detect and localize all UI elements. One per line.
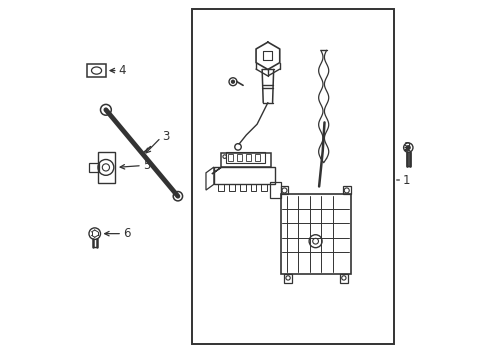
- Bar: [342, 186, 350, 194]
- Bar: [280, 186, 288, 194]
- Bar: [280, 194, 350, 274]
- Circle shape: [231, 80, 234, 83]
- Text: 2: 2: [402, 141, 409, 154]
- Bar: [236, 154, 242, 161]
- Bar: [250, 184, 256, 191]
- Text: 1: 1: [402, 174, 409, 186]
- Bar: [192, 9, 393, 344]
- Bar: [254, 154, 260, 161]
- Text: 3: 3: [162, 130, 169, 143]
- Bar: [213, 167, 275, 184]
- Text: 4: 4: [118, 64, 126, 77]
- Circle shape: [406, 146, 409, 149]
- Bar: [227, 154, 233, 161]
- Text: 5: 5: [142, 159, 150, 172]
- Bar: [225, 152, 264, 163]
- Bar: [221, 153, 271, 167]
- Bar: [228, 184, 234, 191]
- Bar: [339, 274, 347, 283]
- Bar: [218, 184, 224, 191]
- Bar: [88, 163, 99, 172]
- Bar: [239, 184, 245, 191]
- Bar: [87, 64, 106, 77]
- Bar: [261, 184, 266, 191]
- Bar: [284, 274, 291, 283]
- Bar: [245, 154, 251, 161]
- Text: 6: 6: [123, 227, 130, 240]
- Bar: [98, 152, 115, 183]
